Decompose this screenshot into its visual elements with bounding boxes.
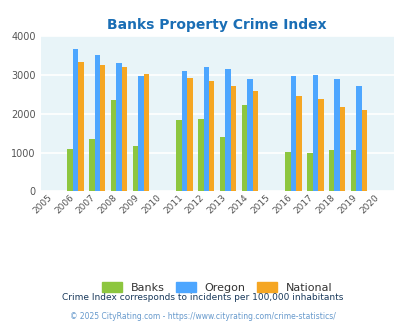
Bar xyxy=(307,153,312,191)
Bar xyxy=(247,79,252,191)
Bar xyxy=(209,81,214,191)
Bar xyxy=(138,76,143,191)
Bar xyxy=(285,152,290,191)
Bar xyxy=(328,150,334,191)
Bar xyxy=(355,86,361,191)
Bar xyxy=(203,67,209,191)
Legend: Banks, Oregon, National: Banks, Oregon, National xyxy=(97,278,336,297)
Bar xyxy=(198,119,203,191)
Bar xyxy=(111,100,116,191)
Bar xyxy=(176,120,181,191)
Bar xyxy=(187,78,192,191)
Bar xyxy=(317,99,323,191)
Bar xyxy=(225,69,230,191)
Bar xyxy=(334,79,339,191)
Bar xyxy=(241,105,247,191)
Bar xyxy=(361,110,366,191)
Bar xyxy=(220,137,225,191)
Bar xyxy=(143,74,149,191)
Bar xyxy=(94,55,100,191)
Bar xyxy=(78,62,83,191)
Bar xyxy=(132,147,138,191)
Bar xyxy=(122,67,127,191)
Title: Banks Property Crime Index: Banks Property Crime Index xyxy=(107,18,326,32)
Bar xyxy=(67,149,72,191)
Bar xyxy=(72,50,78,191)
Bar xyxy=(100,65,105,191)
Bar xyxy=(89,140,94,191)
Bar xyxy=(312,75,317,191)
Bar xyxy=(252,91,258,191)
Bar xyxy=(296,96,301,191)
Bar xyxy=(181,71,187,191)
Bar xyxy=(116,63,121,191)
Bar xyxy=(350,150,355,191)
Bar xyxy=(290,76,296,191)
Text: Crime Index corresponds to incidents per 100,000 inhabitants: Crime Index corresponds to incidents per… xyxy=(62,292,343,302)
Text: © 2025 CityRating.com - https://www.cityrating.com/crime-statistics/: © 2025 CityRating.com - https://www.city… xyxy=(70,312,335,321)
Bar xyxy=(339,107,345,191)
Bar xyxy=(230,85,236,191)
